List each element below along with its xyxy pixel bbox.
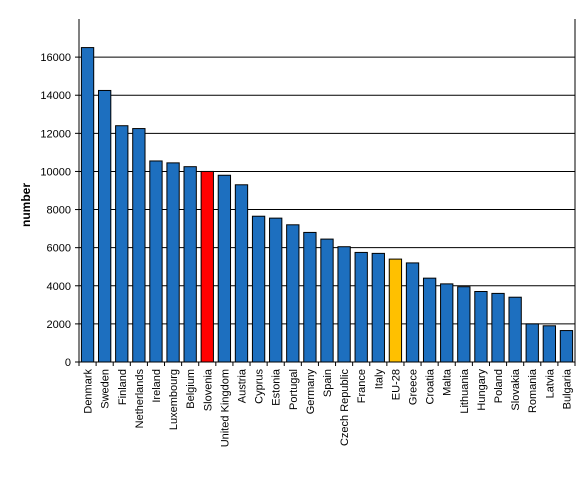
bar-estonia	[269, 217, 283, 363]
x-tick-label: United Kingdom	[219, 369, 231, 447]
y-tick-labels: 0 2000 4000 6000 8000 10000 12000 14000 16000	[40, 52, 79, 369]
x-tick-label: Latvia	[544, 368, 556, 398]
x-tick-label: Spain	[322, 369, 334, 397]
y-tick-label: 14000	[40, 90, 71, 102]
bar-latvia	[542, 325, 557, 363]
x-tick-label: Romania	[527, 368, 539, 413]
bar-germany	[303, 231, 317, 363]
x-tick-label: Estonia	[271, 368, 283, 406]
x-tick-label: Netherlands	[134, 369, 146, 429]
x-tick-label: Poland	[493, 369, 505, 403]
bar-italy	[371, 252, 385, 363]
bar-belgium	[183, 166, 197, 363]
x-tick-label: Luxembourg	[168, 369, 180, 430]
y-tick-label: 0	[65, 357, 71, 369]
bar-austria	[234, 184, 249, 363]
bar-finland	[115, 125, 129, 363]
y-axis-label: number	[19, 183, 33, 227]
x-tick-label: Belgium	[185, 369, 197, 409]
bar-bulgaria	[559, 330, 574, 363]
bar-slovakia	[508, 296, 522, 363]
bar-united-kingdom	[217, 174, 232, 363]
bar-greece	[405, 262, 420, 363]
x-tick-label: Czech Republic	[339, 369, 351, 447]
bar-romania	[525, 323, 539, 363]
x-tick-label: Cyprus	[254, 369, 266, 404]
x-tick-label: Denmark	[83, 369, 95, 414]
x-tick-label: EU-28	[390, 369, 402, 400]
x-tick-label: Hungary	[476, 369, 488, 411]
bar-sweden	[97, 89, 112, 363]
x-tick-labels: Denmark Sweden Finland Netherlands Ireland Lu…	[78, 362, 576, 447]
y-tick-label: 10000	[40, 166, 71, 178]
y-tick-label: 12000	[40, 128, 71, 140]
bar-slovenia	[200, 170, 214, 363]
x-tick-label: Greece	[408, 369, 420, 405]
x-tick-label: Finland	[117, 369, 129, 405]
y-tick-label: 4000	[47, 281, 71, 293]
y-tick-label: 16000	[40, 52, 71, 64]
bar-spain	[320, 238, 334, 363]
x-tick-label: Austria	[236, 368, 248, 403]
bar-france	[354, 251, 368, 363]
y-tick-label: 6000	[47, 243, 71, 255]
axes	[78, 19, 576, 363]
x-tick-label: Ireland	[151, 369, 163, 403]
bar-ireland	[149, 160, 163, 363]
x-tick-label: Germany	[305, 369, 317, 415]
x-tick-label: Slovenia	[202, 368, 214, 411]
x-tick-label: Slovakia	[510, 368, 522, 410]
y-tick-label: 2000	[47, 319, 71, 331]
x-tick-label: Bulgaria	[561, 368, 573, 409]
bar-netherlands	[132, 128, 146, 363]
x-tick-label: Croatia	[425, 368, 437, 404]
bar-eu-28	[388, 258, 403, 363]
bar-luxembourg	[166, 162, 180, 363]
x-tick-label: Italy	[373, 369, 385, 390]
bar-malta	[440, 283, 454, 363]
bar-cyprus	[251, 215, 266, 363]
bar-lithuania	[457, 286, 471, 363]
bar-hungary	[474, 290, 488, 363]
bar-poland	[491, 292, 505, 363]
bar-portugal	[286, 224, 300, 363]
bar-denmark	[80, 47, 95, 363]
x-tick-label: Sweden	[100, 369, 112, 409]
x-tick-label: Lithuania	[459, 368, 471, 414]
bar-czech-republic	[337, 246, 351, 363]
y-tick-label: 8000	[47, 205, 71, 217]
x-tick-label: Portugal	[288, 369, 300, 410]
bar-croatia	[422, 277, 437, 363]
x-tick-label: France	[356, 369, 368, 403]
x-tick-label: Malta	[442, 368, 454, 396]
